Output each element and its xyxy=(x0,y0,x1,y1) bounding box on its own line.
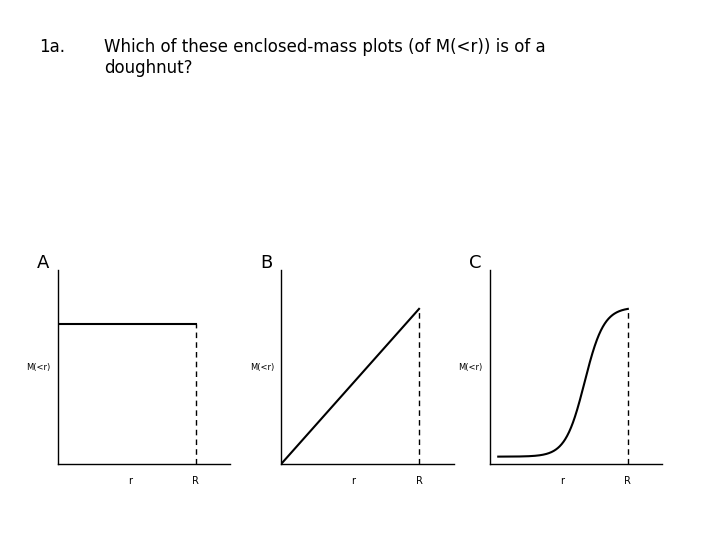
Text: r: r xyxy=(560,476,564,486)
Text: Which of these enclosed-mass plots (of M(<r)) is of a
doughnut?: Which of these enclosed-mass plots (of M… xyxy=(104,38,546,77)
Text: M(<r): M(<r) xyxy=(250,363,274,372)
Text: 1a.: 1a. xyxy=(40,38,66,56)
Text: r: r xyxy=(351,476,356,486)
Text: M(<r): M(<r) xyxy=(27,363,50,372)
Text: R: R xyxy=(415,476,423,486)
Text: B: B xyxy=(260,254,272,273)
Text: R: R xyxy=(192,476,199,486)
Text: C: C xyxy=(469,254,482,273)
Text: A: A xyxy=(37,254,49,273)
Text: R: R xyxy=(624,476,631,486)
Text: M(<r): M(<r) xyxy=(459,363,482,372)
Text: r: r xyxy=(128,476,132,486)
